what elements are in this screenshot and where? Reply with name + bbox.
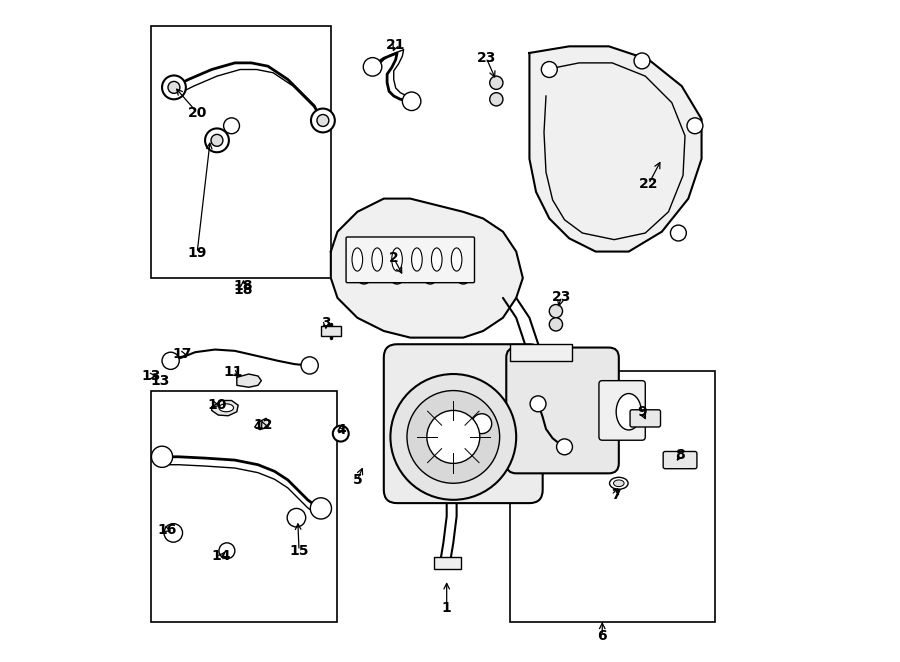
Circle shape bbox=[427, 410, 480, 463]
Text: 15: 15 bbox=[289, 544, 309, 558]
FancyBboxPatch shape bbox=[630, 410, 661, 427]
Text: 13: 13 bbox=[141, 369, 160, 383]
Text: 18: 18 bbox=[234, 279, 253, 293]
FancyBboxPatch shape bbox=[383, 344, 543, 503]
Circle shape bbox=[223, 118, 239, 134]
Ellipse shape bbox=[454, 252, 473, 284]
Text: 2: 2 bbox=[389, 251, 399, 265]
Polygon shape bbox=[331, 199, 523, 338]
Text: 8: 8 bbox=[676, 448, 685, 463]
Circle shape bbox=[549, 305, 562, 318]
Text: 13: 13 bbox=[151, 374, 170, 388]
Ellipse shape bbox=[411, 248, 422, 271]
Bar bbox=[509, 371, 715, 622]
Text: 9: 9 bbox=[637, 404, 647, 419]
Bar bbox=[321, 326, 341, 336]
FancyBboxPatch shape bbox=[346, 237, 474, 283]
Bar bbox=[434, 557, 461, 569]
Circle shape bbox=[162, 352, 179, 369]
Circle shape bbox=[490, 76, 503, 89]
Text: 18: 18 bbox=[234, 283, 253, 297]
Bar bbox=[509, 344, 572, 361]
FancyBboxPatch shape bbox=[598, 381, 645, 440]
Circle shape bbox=[402, 92, 421, 111]
Ellipse shape bbox=[616, 393, 642, 430]
Ellipse shape bbox=[451, 248, 462, 271]
Polygon shape bbox=[529, 46, 702, 252]
Text: 16: 16 bbox=[157, 522, 176, 537]
Ellipse shape bbox=[352, 248, 363, 271]
Circle shape bbox=[168, 81, 180, 93]
Circle shape bbox=[556, 439, 572, 455]
Text: 6: 6 bbox=[598, 628, 608, 643]
Polygon shape bbox=[212, 401, 239, 416]
Text: 20: 20 bbox=[187, 105, 207, 120]
Polygon shape bbox=[255, 418, 270, 430]
FancyBboxPatch shape bbox=[663, 451, 697, 469]
Circle shape bbox=[301, 357, 319, 374]
Circle shape bbox=[333, 426, 348, 442]
Ellipse shape bbox=[392, 248, 402, 271]
Circle shape bbox=[670, 225, 687, 241]
Text: 1: 1 bbox=[442, 600, 452, 615]
Circle shape bbox=[490, 93, 503, 106]
Circle shape bbox=[687, 118, 703, 134]
Ellipse shape bbox=[387, 252, 407, 284]
Circle shape bbox=[164, 524, 183, 542]
Ellipse shape bbox=[609, 477, 628, 489]
Circle shape bbox=[364, 58, 382, 76]
Circle shape bbox=[549, 318, 562, 331]
Circle shape bbox=[407, 391, 500, 483]
Circle shape bbox=[634, 53, 650, 69]
Text: 23: 23 bbox=[477, 51, 496, 66]
Bar bbox=[151, 26, 331, 278]
Circle shape bbox=[151, 446, 173, 467]
Circle shape bbox=[310, 498, 331, 519]
Circle shape bbox=[205, 128, 229, 152]
Circle shape bbox=[391, 374, 517, 500]
Text: 10: 10 bbox=[207, 398, 227, 412]
Circle shape bbox=[542, 62, 557, 77]
Circle shape bbox=[211, 134, 223, 146]
Circle shape bbox=[219, 543, 235, 559]
Circle shape bbox=[287, 508, 306, 527]
Ellipse shape bbox=[354, 252, 373, 284]
Text: 7: 7 bbox=[611, 488, 620, 502]
Text: 11: 11 bbox=[223, 365, 243, 379]
Text: 5: 5 bbox=[353, 473, 362, 487]
Text: 19: 19 bbox=[187, 246, 207, 260]
Text: 14: 14 bbox=[212, 549, 231, 563]
Circle shape bbox=[530, 396, 546, 412]
Circle shape bbox=[317, 115, 328, 126]
Ellipse shape bbox=[372, 248, 382, 271]
Ellipse shape bbox=[614, 480, 624, 487]
Ellipse shape bbox=[219, 404, 233, 412]
Text: 22: 22 bbox=[639, 177, 659, 191]
Polygon shape bbox=[237, 374, 261, 387]
FancyBboxPatch shape bbox=[507, 348, 619, 473]
Text: 3: 3 bbox=[321, 316, 331, 330]
Text: 21: 21 bbox=[386, 38, 406, 52]
Text: 23: 23 bbox=[552, 289, 571, 304]
Circle shape bbox=[472, 414, 491, 434]
Bar bbox=[151, 391, 338, 622]
Text: 4: 4 bbox=[336, 423, 346, 438]
Ellipse shape bbox=[420, 252, 440, 284]
Text: 17: 17 bbox=[172, 347, 192, 361]
Circle shape bbox=[311, 109, 335, 132]
Ellipse shape bbox=[431, 248, 442, 271]
Text: 12: 12 bbox=[254, 418, 273, 432]
Circle shape bbox=[162, 75, 186, 99]
